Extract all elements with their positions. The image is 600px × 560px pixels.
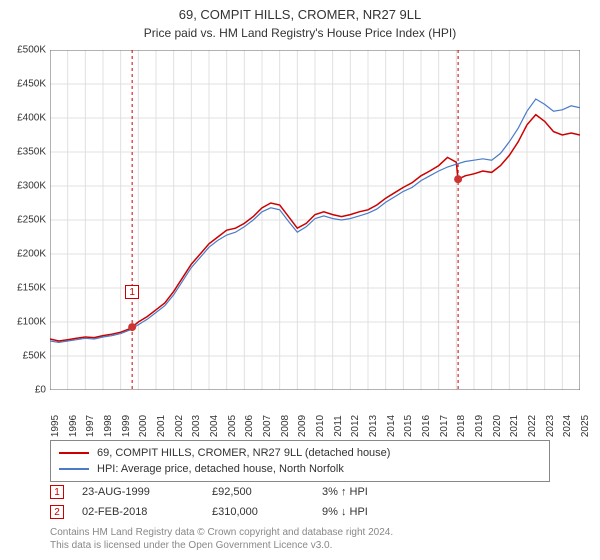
legend-swatch [59, 468, 89, 470]
x-tick-label: 2001 [156, 415, 167, 437]
y-tick-label: £100K [17, 317, 46, 328]
x-tick-label: 2015 [403, 415, 414, 437]
legend-label: HPI: Average price, detached house, Nort… [97, 463, 344, 475]
x-tick-label: 1999 [121, 415, 132, 437]
x-tick-label: 2024 [562, 415, 573, 437]
y-tick-label: £200K [17, 249, 46, 260]
x-tick-label: 2012 [350, 415, 361, 437]
x-tick-label: 1995 [50, 415, 61, 437]
y-tick-label: £500K [17, 45, 46, 56]
x-tick-label: 2021 [509, 415, 520, 437]
y-tick-label: £0 [35, 385, 46, 396]
x-tick-label: 1997 [85, 415, 96, 437]
footer-line-2: This data is licensed under the Open Gov… [50, 539, 393, 552]
x-tick-label: 1998 [103, 415, 114, 437]
x-tick-label: 2016 [421, 415, 432, 437]
x-tick-label: 2023 [545, 415, 556, 437]
legend-box: 69, COMPIT HILLS, CROMER, NR27 9LL (deta… [50, 440, 550, 482]
x-tick-label: 2025 [580, 415, 591, 437]
x-tick-label: 2005 [227, 415, 238, 437]
footer-attribution: Contains HM Land Registry data © Crown c… [50, 526, 393, 552]
x-tick-label: 2017 [439, 415, 450, 437]
y-axis: £0£50K£100K£150K£200K£250K£300K£350K£400… [0, 50, 50, 390]
sale-marker-label: 1 [125, 285, 139, 299]
x-tick-label: 1996 [68, 415, 79, 437]
x-tick-label: 2002 [174, 415, 185, 437]
footer-line-1: Contains HM Land Registry data © Crown c… [50, 526, 393, 539]
y-tick-label: £250K [17, 215, 46, 226]
x-tick-label: 2007 [262, 415, 273, 437]
chart-container: 69, COMPIT HILLS, CROMER, NR27 9LL Price… [0, 0, 600, 560]
sale-date: 02-FEB-2018 [82, 506, 212, 518]
x-tick-label: 2003 [191, 415, 202, 437]
x-tick-label: 2018 [456, 415, 467, 437]
legend-label: 69, COMPIT HILLS, CROMER, NR27 9LL (deta… [97, 447, 390, 459]
x-axis: 1995 1996 1997 1998 1999 2000 2001 2002 2003 2004… [50, 392, 580, 442]
legend-row: 69, COMPIT HILLS, CROMER, NR27 9LL (deta… [59, 445, 541, 461]
sale-marker-icon: 2 [50, 505, 64, 519]
x-tick-label: 2004 [209, 415, 220, 437]
sale-marker-icon: 1 [50, 485, 64, 499]
y-tick-label: £50K [23, 351, 46, 362]
sale-row: 1 23-AUG-1999£92,5003% ↑ HPI [50, 482, 422, 502]
legend-row: HPI: Average price, detached house, Nort… [59, 461, 541, 477]
y-tick-label: £150K [17, 283, 46, 294]
x-tick-label: 2020 [492, 415, 503, 437]
x-tick-label: 2019 [474, 415, 485, 437]
sale-diff: 9% ↓ HPI [322, 506, 422, 518]
y-tick-label: £350K [17, 147, 46, 158]
sale-date: 23-AUG-1999 [82, 486, 212, 498]
x-tick-label: 2022 [527, 415, 538, 437]
x-tick-label: 2011 [333, 415, 344, 437]
x-tick-label: 2014 [386, 415, 397, 437]
x-tick-label: 2008 [280, 415, 291, 437]
chart-svg [50, 50, 580, 390]
legend-swatch [59, 452, 89, 454]
x-tick-label: 2000 [138, 415, 149, 437]
chart-title: 69, COMPIT HILLS, CROMER, NR27 9LL [0, 0, 600, 24]
y-tick-label: £450K [17, 79, 46, 90]
chart-subtitle: Price paid vs. HM Land Registry's House … [0, 24, 600, 40]
chart-plot-area: 12 [50, 50, 580, 390]
sale-price: £310,000 [212, 506, 322, 518]
y-tick-label: £400K [17, 113, 46, 124]
sales-table: 1 23-AUG-1999£92,5003% ↑ HPI 2 02-FEB-2018£… [50, 482, 422, 522]
x-tick-label: 2006 [244, 415, 255, 437]
x-tick-label: 2013 [368, 415, 379, 437]
sale-row: 2 02-FEB-2018£310,0009% ↓ HPI [50, 502, 422, 522]
x-tick-label: 2009 [297, 415, 308, 437]
y-tick-label: £300K [17, 181, 46, 192]
sale-price: £92,500 [212, 486, 322, 498]
sale-diff: 3% ↑ HPI [322, 486, 422, 498]
x-tick-label: 2010 [315, 415, 326, 437]
